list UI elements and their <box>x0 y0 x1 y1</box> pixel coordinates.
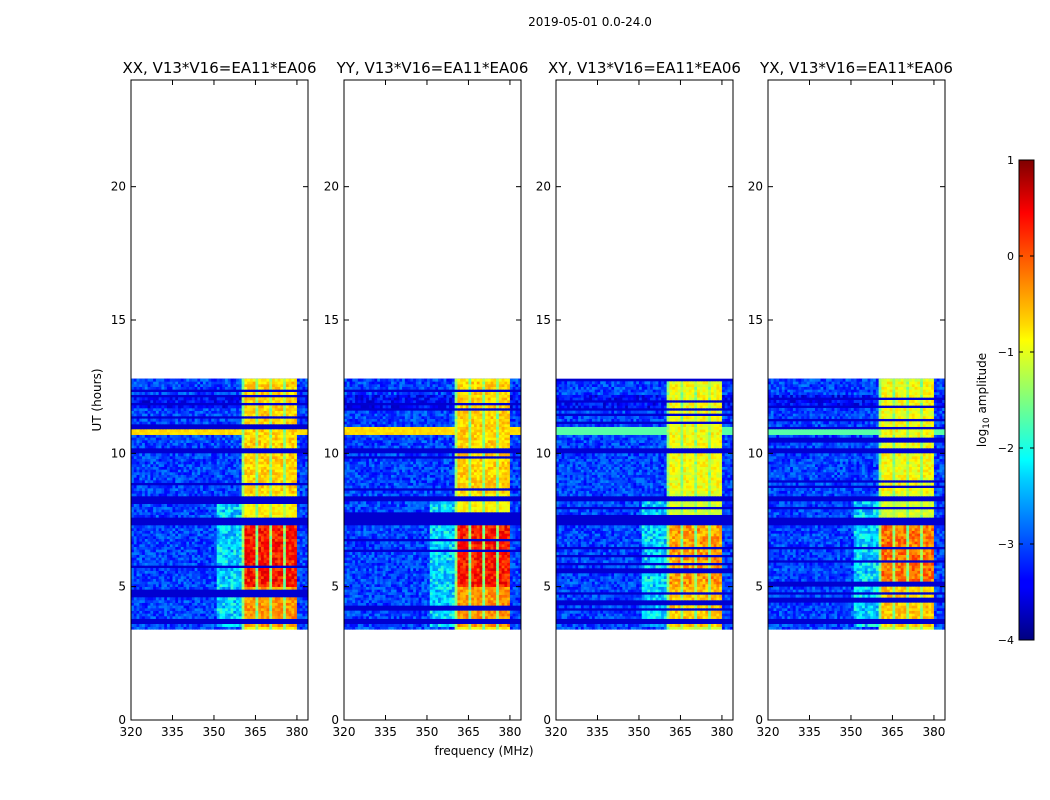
x-tick-label: 335 <box>161 725 184 739</box>
y-tick-label: 15 <box>536 313 551 327</box>
spectrogram-yy <box>344 378 521 630</box>
y-tick-label: 15 <box>111 313 126 327</box>
x-tick-label: 335 <box>586 725 609 739</box>
x-tick-label: 380 <box>498 725 521 739</box>
x-tick-label: 320 <box>333 725 356 739</box>
x-tick-label: 380 <box>710 725 733 739</box>
x-axis-label: frequency (MHz) <box>434 744 533 758</box>
panel-xy: XY, V13*V16=EA11*EA06 320 335 350 365 380 0 5 10… <box>536 59 741 739</box>
panel-title: XY, V13*V16=EA11*EA06 <box>548 59 741 77</box>
x-tick-label: 380 <box>922 725 945 739</box>
colorbar-label: log10 amplitude <box>975 353 992 447</box>
panel-title: YX, V13*V16=EA11*EA06 <box>759 59 953 77</box>
y-tick-label: 10 <box>536 446 551 460</box>
y-tick-label: 5 <box>331 580 339 594</box>
panels-group: XX, V13*V16=EA11*EA06 320 335 350 365 380 0 5 10… <box>111 59 953 739</box>
y-tick-label: 0 <box>331 713 339 727</box>
panel-title: YY, V13*V16=EA11*EA06 <box>336 59 529 77</box>
colorbar-tick-label: 1 <box>1007 154 1014 167</box>
colorbar-tick-label: −3 <box>998 538 1014 551</box>
x-tick-label: 365 <box>669 725 692 739</box>
x-tick-label: 320 <box>545 725 568 739</box>
colorbar-ticks: 1 0 −1 −2 −3 −4 <box>998 154 1034 647</box>
panel-frame <box>555 79 734 721</box>
y-tick-label: 5 <box>755 580 763 594</box>
panel-frame <box>130 79 309 721</box>
x-tick-label: 365 <box>457 725 480 739</box>
x-tick-label: 320 <box>757 725 780 739</box>
y-tick-label: 10 <box>748 446 763 460</box>
colorbar-tick-label: −2 <box>998 442 1014 455</box>
y-tick-label: 20 <box>111 180 126 194</box>
x-tick-label: 335 <box>374 725 397 739</box>
x-tick-label: 350 <box>203 725 226 739</box>
panel-frame <box>767 79 946 721</box>
x-tick-label: 350 <box>416 725 439 739</box>
x-tick-label: 365 <box>881 725 904 739</box>
panel-xx: XX, V13*V16=EA11*EA06 320 335 350 365 380 0 5 10… <box>111 59 317 739</box>
y-tick-label: 0 <box>118 713 126 727</box>
x-tick-label: 350 <box>628 725 651 739</box>
figure-suptitle: 2019-05-01 0.0-24.0 <box>528 15 652 29</box>
x-tick-label: 320 <box>120 725 143 739</box>
spectrogram-xy <box>556 378 733 630</box>
spectrogram-yx <box>768 378 945 630</box>
y-tick-label: 15 <box>324 313 339 327</box>
y-tick-label: 0 <box>543 713 551 727</box>
x-tick-label: 380 <box>285 725 308 739</box>
panel-yx: YX, V13*V16=EA11*EA06 320 335 350 365 380 0 5 10… <box>748 59 953 739</box>
spectrogram-xx <box>131 378 308 630</box>
x-tick-label: 335 <box>798 725 821 739</box>
y-tick-label: 5 <box>118 580 126 594</box>
y-tick-label: 15 <box>748 313 763 327</box>
y-tick-label: 10 <box>111 446 126 460</box>
panel-title: XX, V13*V16=EA11*EA06 <box>122 59 316 77</box>
x-tick-label: 350 <box>840 725 863 739</box>
panel-yy: YY, V13*V16=EA11*EA06 320 335 350 365 380 0 5 10… <box>324 59 529 739</box>
y-tick-label: 20 <box>748 180 763 194</box>
colorbar-tick-label: −1 <box>998 346 1014 359</box>
y-axis-label: UT (hours) <box>90 368 104 431</box>
y-tick-label: 10 <box>324 446 339 460</box>
y-tick-label: 20 <box>536 180 551 194</box>
colorbar-tick-label: −4 <box>998 634 1014 647</box>
panel-frame <box>343 79 522 721</box>
y-tick-label: 5 <box>543 580 551 594</box>
y-tick-label: 20 <box>324 180 339 194</box>
y-tick-label: 0 <box>755 713 763 727</box>
colorbar: 1 0 −1 −2 −3 −4 log10 amplitude <box>975 154 1035 647</box>
colorbar-gradient <box>1018 159 1035 641</box>
colorbar-tick-label: 0 <box>1007 250 1014 263</box>
x-tick-label: 365 <box>244 725 267 739</box>
